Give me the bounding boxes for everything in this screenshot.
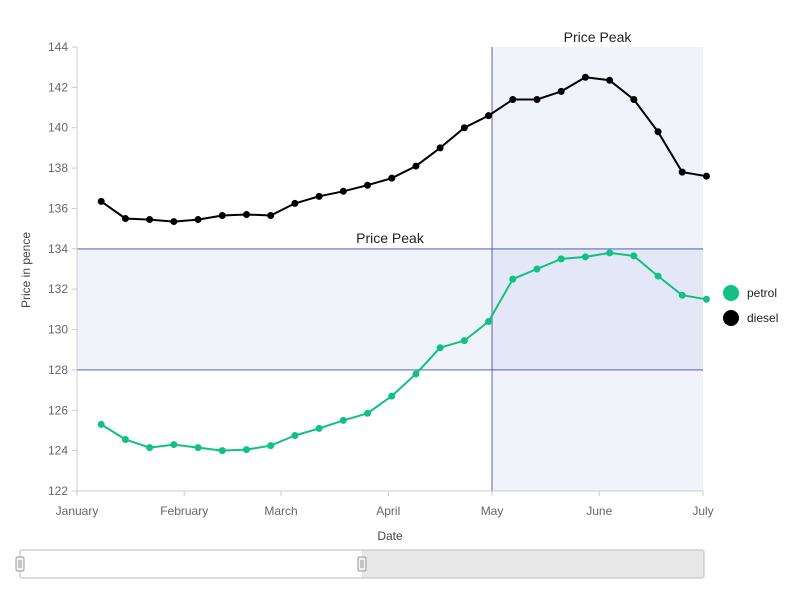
y-axis-title: Price in pence [19, 232, 33, 308]
x-tick-label: February [160, 504, 208, 518]
data-point-petrol[interactable] [557, 255, 565, 263]
data-point-diesel[interactable] [485, 112, 493, 120]
y-tick-label: 134 [48, 242, 68, 256]
y-tick-label: 142 [48, 80, 68, 94]
vertical-band-label-1: Price Peak [564, 29, 633, 45]
x-tick-label: June [586, 504, 612, 518]
data-point-diesel[interactable] [242, 211, 250, 219]
data-point-diesel[interactable] [606, 76, 614, 84]
data-point-diesel[interactable] [581, 73, 589, 81]
data-point-petrol[interactable] [121, 436, 129, 444]
navigator-left-handle[interactable] [15, 556, 25, 572]
data-point-petrol[interactable] [242, 446, 250, 454]
x-tick-label: May [481, 504, 504, 518]
data-point-petrol[interactable] [654, 272, 662, 280]
data-point-petrol[interactable] [436, 344, 444, 352]
data-point-petrol[interactable] [388, 392, 396, 400]
legend-label-petrol: petrol [747, 286, 777, 300]
data-point-diesel[interactable] [121, 215, 129, 223]
data-point-petrol[interactable] [485, 317, 493, 325]
data-point-petrol[interactable] [218, 447, 226, 455]
series-layer [97, 73, 710, 455]
data-point-diesel[interactable] [339, 187, 347, 195]
y-tick-label: 122 [48, 484, 68, 498]
y-tick-label: 130 [48, 323, 68, 337]
navigator-right-handle[interactable] [357, 556, 367, 572]
data-point-petrol[interactable] [460, 337, 468, 345]
data-point-petrol[interactable] [291, 432, 299, 439]
data-point-diesel[interactable] [218, 212, 226, 220]
legend-item-diesel[interactable]: diesel [723, 310, 778, 326]
series-line-diesel [100, 76, 707, 223]
y-tick-label: 144 [48, 40, 68, 54]
horizontal-band-0 [77, 248, 703, 370]
x-tick-label: January [56, 504, 99, 518]
data-point-petrol[interactable] [170, 441, 178, 449]
data-point-petrol[interactable] [339, 416, 347, 424]
data-point-diesel[interactable] [509, 95, 517, 103]
handle-grip [357, 556, 367, 572]
data-point-diesel[interactable] [170, 218, 178, 226]
x-axis-title: Date [377, 529, 403, 543]
data-point-diesel[interactable] [702, 172, 710, 180]
legend[interactable]: petrol diesel [723, 285, 778, 326]
range-navigator[interactable] [15, 549, 705, 579]
data-point-diesel[interactable] [460, 124, 468, 132]
y-tick-label: 140 [48, 121, 68, 135]
data-point-petrol[interactable] [702, 295, 710, 303]
data-point-petrol[interactable] [267, 442, 275, 450]
data-point-petrol[interactable] [630, 252, 638, 260]
data-point-diesel[interactable] [630, 95, 638, 103]
y-tick-label: 132 [48, 282, 68, 296]
legend-swatch-diesel [723, 310, 739, 326]
y-tick-label: 136 [48, 201, 68, 215]
x-tick-label: July [692, 504, 713, 518]
vertical-band-1 [492, 47, 703, 491]
y-tick-label: 128 [48, 363, 68, 377]
data-point-diesel[interactable] [194, 216, 202, 224]
data-point-diesel[interactable] [315, 192, 323, 200]
y-tick-label: 126 [48, 403, 68, 417]
annotation-layer: Price Peak Price Peak [77, 29, 703, 491]
navigator-selection[interactable] [362, 550, 704, 578]
data-point-diesel[interactable] [436, 144, 444, 152]
data-point-diesel[interactable] [364, 181, 372, 189]
data-point-petrol[interactable] [364, 409, 372, 417]
legend-swatch-petrol [723, 285, 739, 301]
data-point-petrol[interactable] [97, 420, 105, 428]
data-point-petrol[interactable] [678, 291, 686, 299]
data-point-diesel[interactable] [678, 168, 686, 176]
data-point-petrol[interactable] [606, 249, 614, 257]
x-tick-label: March [264, 504, 297, 518]
axis-layer: Price in pence Date 122 124 126 128 130 132 13… [19, 40, 714, 543]
data-point-diesel[interactable] [412, 162, 420, 170]
data-point-petrol[interactable] [509, 275, 517, 283]
data-point-diesel[interactable] [291, 199, 299, 207]
legend-item-petrol[interactable]: petrol [723, 285, 777, 301]
data-point-petrol[interactable] [194, 444, 202, 452]
data-point-diesel[interactable] [97, 197, 105, 205]
data-point-diesel[interactable] [146, 216, 154, 224]
data-point-petrol[interactable] [146, 444, 154, 452]
data-point-petrol[interactable] [315, 424, 323, 432]
y-tick-label: 138 [48, 161, 68, 175]
horizontal-band-label-0: Price Peak [356, 230, 425, 246]
data-point-diesel[interactable] [557, 87, 565, 95]
data-point-petrol[interactable] [412, 370, 420, 378]
x-tick-label: April [376, 504, 400, 518]
data-point-petrol[interactable] [581, 253, 589, 261]
data-point-diesel[interactable] [267, 212, 275, 220]
handle-grip [15, 556, 25, 572]
series-line-petrol [100, 251, 707, 452]
data-point-diesel[interactable] [388, 174, 396, 182]
data-point-diesel[interactable] [533, 95, 541, 103]
data-point-petrol[interactable] [533, 265, 541, 273]
y-tick-label: 124 [48, 444, 68, 458]
data-point-diesel[interactable] [654, 128, 662, 136]
legend-label-diesel: diesel [747, 311, 778, 325]
